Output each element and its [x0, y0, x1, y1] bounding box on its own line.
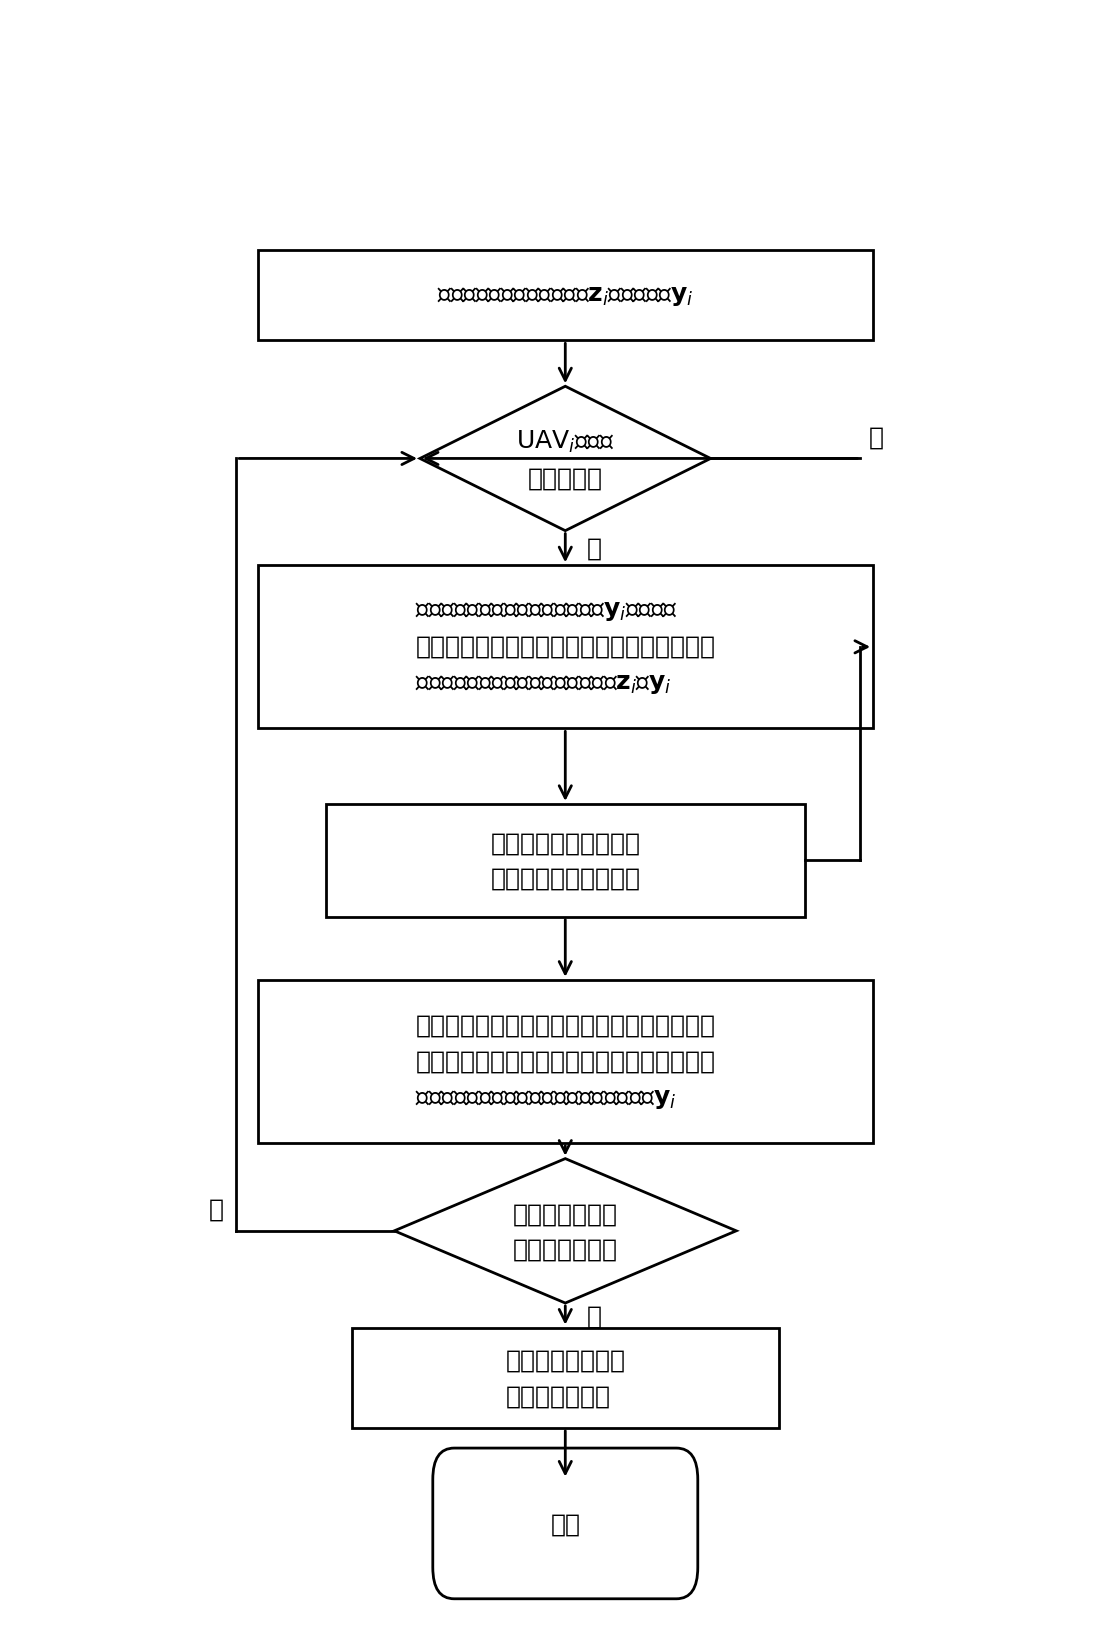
Polygon shape [395, 1159, 737, 1304]
FancyBboxPatch shape [257, 251, 874, 341]
FancyBboxPatch shape [257, 980, 874, 1143]
Text: UAV$_i$是否已
分配目标？: UAV$_i$是否已 分配目标？ [516, 429, 614, 491]
Text: 是: 是 [869, 425, 884, 450]
Text: 否: 否 [587, 536, 601, 561]
Text: 输出当前目标分配
方案及其总收益: 输出当前目标分配 方案及其总收益 [505, 1348, 625, 1408]
Text: 是: 是 [587, 1304, 601, 1327]
Text: 否: 否 [208, 1196, 223, 1221]
Text: 初始化各无人机的分配列表$\mathbf{z}_i$和收益列表$\mathbf{y}_i$: 初始化各无人机的分配列表$\mathbf{z}_i$和收益列表$\mathbf{… [437, 284, 694, 308]
Text: 若发现其余无人机对于自身所分配目标的收益
更高，则将该目标从自身分配列表中剪除；并
将当前获知的对每个目标的最大收益更新到$\mathbf{y}_i$: 若发现其余无人机对于自身所分配目标的收益 更高，则将该目标从自身分配列表中剪除；… [416, 1014, 715, 1110]
FancyBboxPatch shape [257, 566, 874, 729]
FancyBboxPatch shape [326, 804, 805, 918]
FancyBboxPatch shape [352, 1328, 779, 1428]
Polygon shape [420, 386, 710, 531]
Text: 找出自身对各目标的攻击收益大于$\mathbf{y}_i$中所存储
收益的目标，再从这些目标和敌方基地中选择
一个收益最大的作为竞标对象，更新$\mathbf{: 找出自身对各目标的攻击收益大于$\mathbf{y}_i$中所存储 收益的目标，… [416, 600, 715, 696]
FancyBboxPatch shape [432, 1447, 698, 1599]
Text: 各无人机的收益
列表不再变化？: 各无人机的收益 列表不再变化？ [513, 1201, 618, 1260]
Text: 结束: 结束 [550, 1511, 580, 1535]
Text: 将竞标信息发送给友机
并接收友机的竞标信息: 将竞标信息发送给友机 并接收友机的竞标信息 [491, 831, 640, 890]
